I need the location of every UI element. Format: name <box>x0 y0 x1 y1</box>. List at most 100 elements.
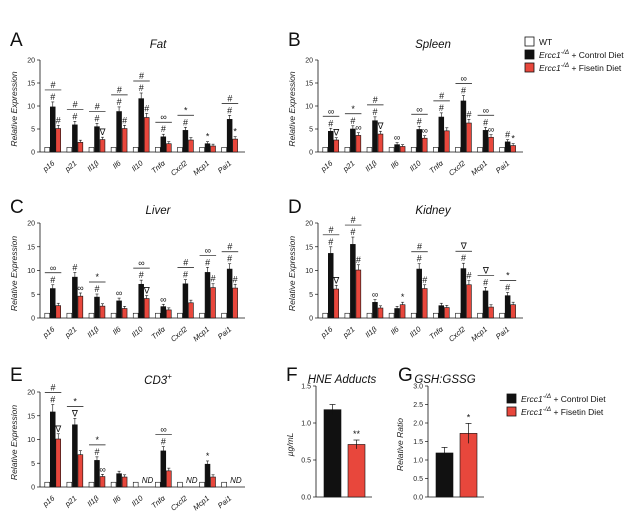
bar-B-p21-s2 <box>355 135 362 153</box>
bar-C-Cxcl2-s2 <box>188 302 194 319</box>
category-label: Cxcl2 <box>169 324 190 343</box>
bar-C-p16-s1 <box>50 288 56 319</box>
bar-B-Tnfα-s1 <box>438 116 445 153</box>
category-label: Tnfα <box>150 493 168 510</box>
bar-D-p21-s2 <box>355 269 362 319</box>
panel-title: Spleen <box>415 39 451 51</box>
y-tick-label: 15 <box>305 81 313 88</box>
sig-marker-control: # <box>417 254 422 264</box>
bar-D-p21-s0 <box>344 312 351 319</box>
sig-marker-control: # <box>417 116 422 126</box>
sig-bracket-label: ∞ <box>416 104 422 114</box>
bar-B-Mcp1-s0 <box>477 147 483 153</box>
y-tick-label: 0.5 <box>413 476 423 483</box>
sig-marker-fisetin: ∞ <box>422 126 428 136</box>
bar-A-Il6-s2 <box>121 128 128 153</box>
bar-B-Il1β-s2 <box>377 133 384 153</box>
y-tick-label: 3.0 <box>413 384 423 391</box>
y-tick-label: 10 <box>305 104 313 111</box>
panel-letter: F <box>286 365 298 386</box>
sig-marker-fisetin: * <box>233 127 237 137</box>
bar-C-Il1β-s2 <box>99 305 106 319</box>
bar-C-Tnfα-s0 <box>155 312 161 319</box>
bar-A-Il10-s2 <box>143 117 150 153</box>
sig-marker-control: # <box>461 253 466 263</box>
bar-B-p16-s2 <box>333 139 340 153</box>
sig-marker-control: # <box>183 270 188 280</box>
category-label: p21 <box>340 325 356 341</box>
sig-marker-fisetin: # <box>466 271 471 281</box>
sig-marker-fisetin: # <box>466 109 471 119</box>
bar-A-Tnfα-s1 <box>160 136 167 153</box>
bar-F-0 <box>323 409 342 498</box>
sig-bracket-label: * <box>96 272 100 282</box>
bar-A-Cxcl2-s0 <box>177 147 183 153</box>
sig-bracket-label: # <box>73 99 78 109</box>
panel-G: G GSH:GSSG 0.0 0.5 1.0 1.5 2.0 2.5 3.0 Relative R… <box>395 365 484 502</box>
category-label: Mcp1 <box>191 159 211 178</box>
y-tick-label: 0.0 <box>301 495 311 502</box>
y-tick-label: 15 <box>27 244 35 251</box>
bar-D-p16-s0 <box>322 312 329 319</box>
bar-C-Mcp1-s0 <box>199 312 205 319</box>
bar-B-Pai1-s0 <box>499 147 505 153</box>
sig-marker-fisetin: ∇ <box>99 127 107 137</box>
category-label: Il6 <box>111 324 123 337</box>
category-label: Tnfα <box>150 324 168 341</box>
sig-bracket-label: # <box>139 71 144 81</box>
y-tick-label: 0 <box>31 485 35 492</box>
bar-C-Cxcl2-s0 <box>177 312 183 319</box>
bar-D-Il10-s2 <box>421 288 428 319</box>
bar-F-1 <box>347 444 366 498</box>
bar-A-Il1β-s2 <box>99 139 106 153</box>
y-axis-label: Relative Expression <box>287 71 297 146</box>
bar-A-p21-s1 <box>72 124 78 153</box>
panel-title: HNE Adducts <box>308 374 377 386</box>
panel-letter: D <box>288 197 302 218</box>
panel-F: F HNE Adducts 0.0 0.5 1.0 1.5 µg/mL ** <box>285 365 377 502</box>
bar-B-Mcp1-s2 <box>488 136 494 153</box>
sig-marker-control: * <box>206 451 210 461</box>
sig-bracket-label: # <box>227 242 232 252</box>
sig-marker-control: # <box>161 124 166 134</box>
bar-E-Pai1-s0 <box>221 481 227 488</box>
bar-D-Tnfα-s1 <box>438 305 445 319</box>
bar-E-Il6-s1 <box>116 473 122 488</box>
sig-marker-fisetin: # <box>56 115 61 125</box>
bar-D-Mcp1-s1 <box>482 290 489 319</box>
bar-A-Il10-s0 <box>132 147 139 153</box>
bar-A-p16-s1 <box>50 106 56 153</box>
category-label: Il1β <box>85 324 101 339</box>
sig-bracket-label: # <box>95 101 100 111</box>
sig-marker-fisetin: ∞ <box>488 125 494 135</box>
bar-D-Tnfα-s0 <box>433 312 439 319</box>
sig-marker-control: # <box>161 437 166 447</box>
legend-label-diet: + Fisetin Diet <box>569 63 622 73</box>
legend-label-genotype: -/Δ <box>543 393 551 400</box>
sig-marker-control: # <box>483 117 488 127</box>
bar-E-Il6-s2 <box>121 476 128 488</box>
bar-E-Il10-s0 <box>132 481 139 488</box>
y-tick-label: 0 <box>309 150 313 157</box>
bar-B-Pai1-s2 <box>510 145 516 153</box>
category-label: Il10 <box>130 158 146 173</box>
category-label: Tnfα <box>428 324 446 341</box>
sig-bracket-label: # <box>51 80 56 90</box>
category-label: p16 <box>40 493 57 509</box>
bar-C-p16-s0 <box>44 312 51 319</box>
category-label: Pai1 <box>494 325 511 342</box>
bar-B-Il10-s0 <box>410 147 417 153</box>
sig-bracket-label: * <box>506 270 510 280</box>
y-tick-label: 0.0 <box>413 495 423 502</box>
legend-label: Ercc1-/Δ + Control Diet <box>521 393 606 404</box>
bar-D-Cxcl2-s1 <box>460 268 467 319</box>
sig-marker-control: # <box>117 97 122 107</box>
legend-label-genotype: -/Δ <box>543 406 551 413</box>
panel-D: D Kidney 0 5 10 15 20 Relative Expression # ∇ # p16… <box>287 197 523 344</box>
bar-A-p21-s2 <box>77 142 84 153</box>
y-axis-label: Relative Expression <box>287 236 297 311</box>
bar-E-Tnfα-s0 <box>155 481 161 488</box>
y-tick-label: 0.5 <box>301 458 311 465</box>
category-label: p16 <box>40 158 57 174</box>
